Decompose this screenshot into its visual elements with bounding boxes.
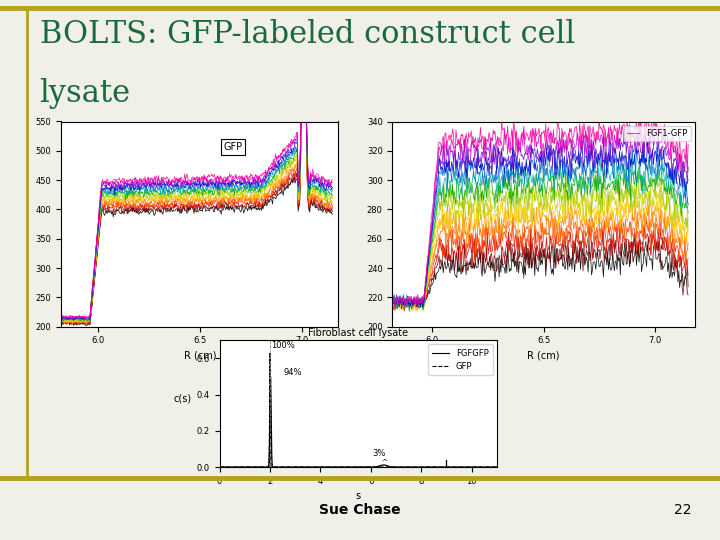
X-axis label: s: s (356, 491, 361, 501)
Text: 94%: 94% (284, 368, 302, 376)
Legend: FGFGFP, GFP: FGFGFP, GFP (428, 345, 492, 375)
Text: lysate: lysate (40, 78, 131, 109)
Text: GFP: GFP (223, 142, 243, 152)
Y-axis label: c(s): c(s) (174, 394, 192, 403)
X-axis label: R (cm): R (cm) (184, 351, 216, 361)
Text: Sue Chase: Sue Chase (319, 503, 401, 517)
Text: BOLTS: GFP-labeled construct cell: BOLTS: GFP-labeled construct cell (40, 19, 575, 50)
Legend: FGF1-GFP: FGF1-GFP (624, 126, 690, 141)
Text: 3%: 3% (372, 449, 385, 458)
Title: Fibroblast cell lysate: Fibroblast cell lysate (308, 328, 408, 338)
Text: 22: 22 (674, 503, 691, 517)
Text: 100%: 100% (271, 341, 295, 350)
X-axis label: R (cm): R (cm) (527, 351, 560, 361)
Text: ^: ^ (381, 459, 387, 465)
